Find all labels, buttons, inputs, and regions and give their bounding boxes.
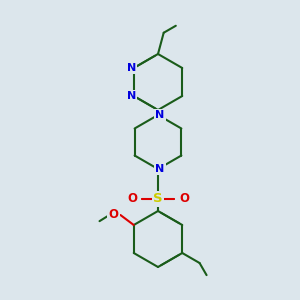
Text: N: N [127, 63, 136, 73]
Text: S: S [153, 193, 163, 206]
Text: N: N [155, 110, 165, 120]
Text: O: O [108, 208, 118, 221]
Text: N: N [127, 91, 136, 101]
Text: O: O [179, 193, 189, 206]
Text: O: O [127, 193, 137, 206]
Text: N: N [155, 164, 165, 174]
